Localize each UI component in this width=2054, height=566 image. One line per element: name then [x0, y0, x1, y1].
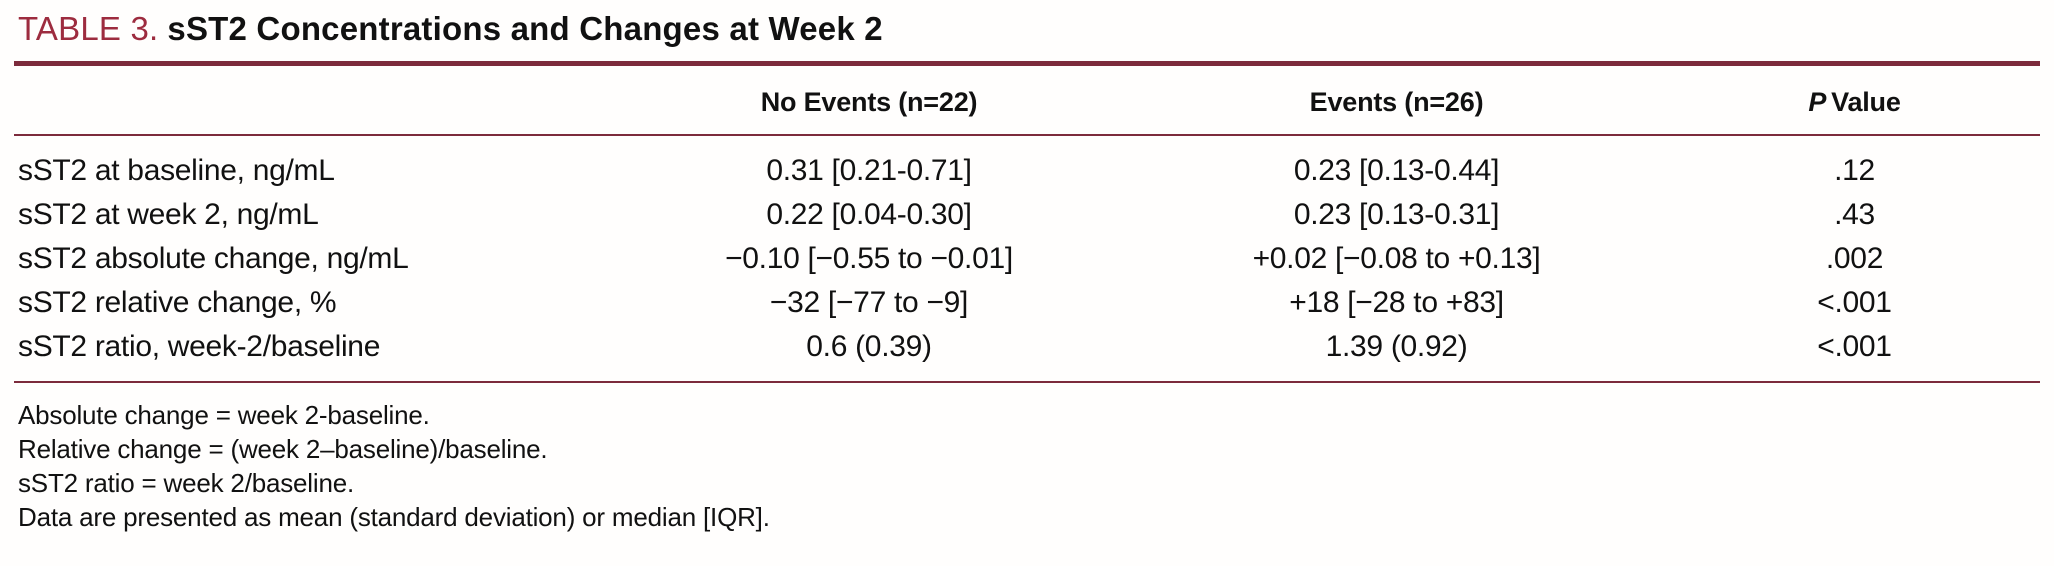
- header-no-events: No Events (n=22): [614, 66, 1124, 136]
- table-footnotes: Absolute change = week 2-baseline. Relat…: [0, 383, 2054, 534]
- events-value-cell: 0.23 [0.13-0.44]: [1293, 154, 1500, 187]
- no-events-value-cell: 0.31 [0.21-0.71]: [766, 154, 972, 187]
- p-symbol: P: [1808, 87, 1827, 117]
- row-label-cell: sST2 ratio, week-2/baseline: [14, 325, 614, 383]
- row-label-cell: sST2 absolute change, ng/mL: [18, 242, 409, 275]
- table-row: sST2 relative change, % −32 [−77 to −9] …: [14, 281, 2040, 325]
- table-row: sST2 ratio, week-2/baseline 0.6 (0.39) 1…: [14, 325, 2040, 383]
- p-value-cell: .002: [1825, 242, 1884, 275]
- table-caption: sST2 Concentrations and Changes at Week …: [167, 10, 883, 47]
- no-events-value-cell: −0.10 [−0.55 to −0.01]: [725, 242, 1013, 275]
- footnote-relative-change: Relative change = (week 2–baseline)/base…: [18, 434, 548, 464]
- p-value-cell: <.001: [1669, 325, 2040, 383]
- row-label-cell: sST2 at baseline, ng/mL: [18, 154, 335, 187]
- no-events-value-cell: −32 [−77 to −9]: [769, 286, 969, 319]
- row-label-cell: sST2 relative change, %: [18, 286, 337, 319]
- row-label-cell: sST2 at week 2, ng/mL: [18, 198, 319, 231]
- events-value-cell: 0.23 [0.13-0.31]: [1293, 198, 1500, 231]
- events-value-cell: +18 [−28 to +83]: [1289, 286, 1504, 319]
- no-events-value-cell: 0.22 [0.04-0.30]: [766, 198, 972, 231]
- no-events-value-cell: 0.6 (0.39): [614, 325, 1124, 383]
- table-number-label: TABLE 3.: [18, 10, 159, 47]
- header-row: No Events (n=22) Events (n=26) P Value: [14, 66, 2040, 136]
- header-empty-cell: [14, 66, 614, 136]
- p-value-cell: .43: [1834, 198, 1875, 231]
- title-rule: [14, 61, 2040, 66]
- table-body: sST2 at baseline, ng/mL 0.31 [0.21-0.71]…: [14, 135, 2040, 383]
- table-header: No Events (n=22) Events (n=26) P Value: [14, 66, 2040, 136]
- p-value-word: Value: [1831, 87, 1901, 117]
- footnote-absolute-change: Absolute change = week 2-baseline.: [18, 400, 430, 430]
- events-value-cell: 1.39 (0.92): [1124, 325, 1669, 383]
- table-row: sST2 absolute change, ng/mL −0.10 [−0.55…: [14, 237, 2040, 281]
- table-title: TABLE 3. sST2 Concentrations and Changes …: [0, 6, 2054, 61]
- sst2-table: No Events (n=22) Events (n=26) P Value sS…: [14, 66, 2040, 383]
- table-row: sST2 at week 2, ng/mL 0.22 [0.04-0.30] 0…: [14, 193, 2040, 237]
- p-value-cell: .12: [1834, 154, 1875, 187]
- footnote-data-presentation: Data are presented as mean (standard dev…: [18, 502, 770, 532]
- events-value-cell: +0.02 [−0.08 to +0.13]: [1252, 242, 1541, 275]
- table-row: sST2 at baseline, ng/mL 0.31 [0.21-0.71]…: [14, 135, 2040, 193]
- header-p-value: P Value: [1669, 66, 2040, 136]
- p-value-cell: <.001: [1817, 286, 1892, 319]
- footnote-sst2-ratio: sST2 ratio = week 2/baseline.: [18, 468, 354, 498]
- header-events: Events (n=26): [1124, 66, 1669, 136]
